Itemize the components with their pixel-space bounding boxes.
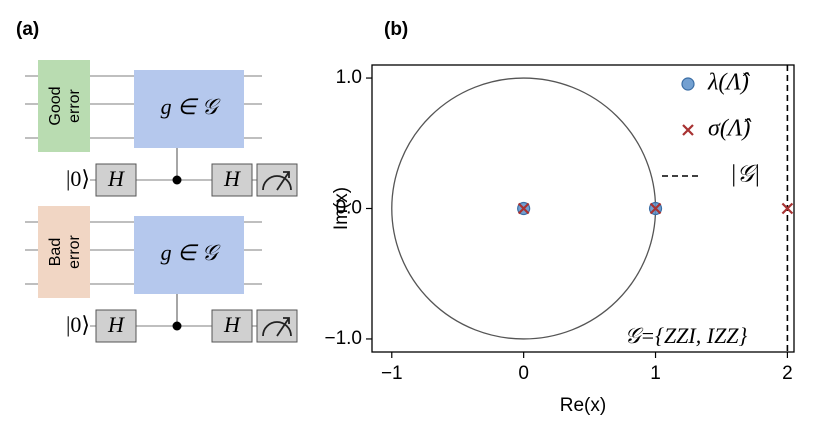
gate-label: g ∈ 𝒢	[161, 240, 221, 265]
point-cross	[649, 202, 662, 215]
y-tick-label: 1.0	[336, 67, 362, 88]
error-label: error	[66, 234, 83, 268]
error-label: error	[66, 88, 83, 122]
point	[681, 77, 695, 91]
control-dot	[172, 321, 182, 331]
x-tick-label: 2	[782, 363, 793, 384]
ket-label: |0⟩	[66, 166, 90, 191]
hadamard-label: H	[223, 312, 241, 337]
hadamard-label: H	[107, 312, 125, 337]
measure-icon	[262, 171, 292, 191]
circuit: Good error g ∈ 𝒢 |0⟩ H H	[25, 60, 298, 197]
measure-box	[256, 309, 298, 343]
control-dot	[172, 175, 182, 185]
gate-box	[134, 70, 244, 148]
point	[649, 202, 662, 215]
hadamard-label: H	[107, 166, 125, 191]
panel-label: (b)	[384, 19, 408, 40]
plot-frame	[371, 64, 795, 353]
x-tick-label: 1	[650, 363, 661, 384]
error-label: Good	[47, 86, 64, 125]
ket-label: |0⟩	[66, 312, 90, 337]
hadamard-box	[95, 309, 137, 343]
hadamard-label: H	[223, 166, 241, 191]
error-box	[38, 206, 90, 298]
legend-label: λ(Λ̂)	[707, 70, 750, 96]
point	[781, 202, 794, 215]
error-label: Bad	[47, 238, 64, 266]
x-tick-label: 0	[518, 363, 529, 384]
hadamard-box	[211, 163, 253, 197]
y-tick-label: −1.0	[324, 328, 362, 349]
annotation: 𝒢={ZZI, IZZ}	[625, 323, 748, 348]
gate-label: g ∈ 𝒢	[161, 94, 221, 119]
point-cross	[517, 202, 530, 215]
circuit: Bad error g ∈ 𝒢 |0⟩ H H	[25, 206, 298, 343]
panel-label: (a)	[16, 19, 39, 40]
legend-label: σ(Λ̂)	[708, 116, 751, 142]
x-tick-label: −1	[381, 363, 403, 384]
x-axis-label: Re(x)	[560, 395, 606, 416]
point-cross	[682, 124, 694, 136]
point-cross	[781, 202, 794, 215]
hadamard-box	[95, 163, 137, 197]
legend-label: |𝒢|	[730, 162, 760, 188]
gate-box	[134, 216, 244, 294]
y-axis-label: Im(x)	[331, 187, 352, 230]
hadamard-box	[211, 309, 253, 343]
error-box	[38, 60, 90, 152]
measure-box	[256, 163, 298, 197]
point	[517, 202, 530, 215]
y-tick-label: 0.0	[336, 198, 362, 219]
point	[682, 124, 694, 136]
measure-icon	[262, 317, 292, 337]
